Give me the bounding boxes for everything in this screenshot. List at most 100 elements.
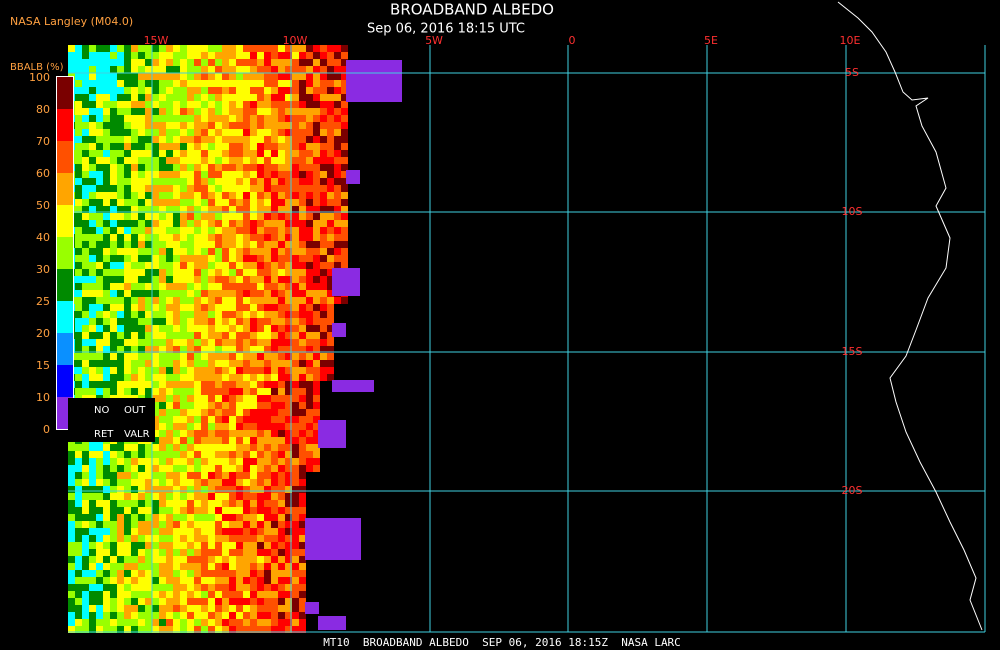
cloud-cell [138, 486, 145, 493]
cloud-cell [173, 395, 180, 402]
cloud-cell [82, 262, 89, 269]
cloud-cell [271, 73, 278, 80]
cloud-cell [145, 619, 152, 626]
cloud-cell [327, 157, 334, 164]
cloud-cell [145, 493, 152, 500]
cloud-cell [201, 521, 208, 528]
cloud-cell [271, 479, 278, 486]
cloud-cell [292, 612, 299, 619]
cloud-cell [271, 402, 278, 409]
cloud-cell [173, 605, 180, 612]
cloud-cell [173, 241, 180, 248]
cloud-cell [131, 388, 138, 395]
cloud-cell [145, 451, 152, 458]
cloud-cell [215, 171, 222, 178]
cloud-cell [327, 206, 334, 213]
cloud-cell [173, 108, 180, 115]
cloud-cell [124, 367, 131, 374]
cloud-cell [215, 192, 222, 199]
cloud-cell [124, 325, 131, 332]
cloud-cell [138, 276, 145, 283]
colorbar-tick-label: 60 [36, 167, 50, 180]
cloud-cell [208, 458, 215, 465]
cloud-cell [159, 500, 166, 507]
cloud-cell [124, 101, 131, 108]
cloud-cell [264, 465, 271, 472]
cloud-cell [285, 486, 292, 493]
cloud-cell [68, 584, 75, 591]
cloud-cell [257, 549, 264, 556]
lat-label: 5S [845, 66, 859, 79]
cloud-cell [103, 577, 110, 584]
cloud-cell [236, 612, 243, 619]
cloud-cell [131, 472, 138, 479]
cloud-cell [278, 493, 285, 500]
cloud-cell [187, 493, 194, 500]
cloud-cell [103, 276, 110, 283]
cloud-cell [124, 290, 131, 297]
cloud-cell [285, 542, 292, 549]
cloud-cell [292, 500, 299, 507]
cloud-cell [82, 360, 89, 367]
cloud-cell [264, 325, 271, 332]
cloud-cell [229, 605, 236, 612]
cloud-cell [299, 311, 306, 318]
cloud-cell [110, 171, 117, 178]
cloud-cell [138, 143, 145, 150]
cloud-cell [201, 227, 208, 234]
cloud-cell [96, 94, 103, 101]
cloud-cell [299, 514, 306, 521]
cloud-cell [313, 59, 320, 66]
cloud-cell [306, 276, 313, 283]
cloud-cell [103, 178, 110, 185]
cloud-cell [173, 367, 180, 374]
cloud-cell [75, 521, 82, 528]
cloud-cell [299, 339, 306, 346]
cloud-cell [131, 45, 138, 52]
cloud-cell [131, 346, 138, 353]
cloud-cell [96, 45, 103, 52]
cloud-cell [292, 626, 299, 633]
cloud-cell [75, 570, 82, 577]
cloud-cell [278, 381, 285, 388]
cloud-cell [229, 423, 236, 430]
cloud-cell [187, 353, 194, 360]
cloud-cell [327, 115, 334, 122]
cloud-cell [131, 150, 138, 157]
cloud-cell [299, 94, 306, 101]
cloud-cell [145, 346, 152, 353]
cloud-cell [173, 465, 180, 472]
cloud-cell [96, 129, 103, 136]
cloud-cell [292, 451, 299, 458]
cloud-cell [103, 535, 110, 542]
cloud-cell [327, 136, 334, 143]
cloud-cell [103, 234, 110, 241]
cloud-cell [82, 598, 89, 605]
cloud-cell [229, 178, 236, 185]
cloud-cell [243, 318, 250, 325]
cloud-cell [313, 430, 320, 437]
cloud-cell [299, 234, 306, 241]
cloud-cell [208, 472, 215, 479]
cloud-cell [75, 339, 82, 346]
cloud-cell [117, 528, 124, 535]
cloud-cell [215, 591, 222, 598]
cloud-cell [208, 444, 215, 451]
cloud-cell [264, 479, 271, 486]
cloud-cell [180, 528, 187, 535]
cloud-cell [257, 500, 264, 507]
cloud-cell [96, 570, 103, 577]
cloud-cell [173, 185, 180, 192]
cloud-cell [82, 493, 89, 500]
cloud-cell [208, 206, 215, 213]
cloud-cell [173, 262, 180, 269]
cloud-cell [285, 500, 292, 507]
cloud-cell [138, 612, 145, 619]
cloud-cell [89, 80, 96, 87]
cloud-cell [313, 192, 320, 199]
cloud-cell [201, 122, 208, 129]
cloud-cell [194, 402, 201, 409]
cloud-cell [334, 45, 341, 52]
cloud-cell [334, 164, 341, 171]
cloud-cell [229, 444, 236, 451]
